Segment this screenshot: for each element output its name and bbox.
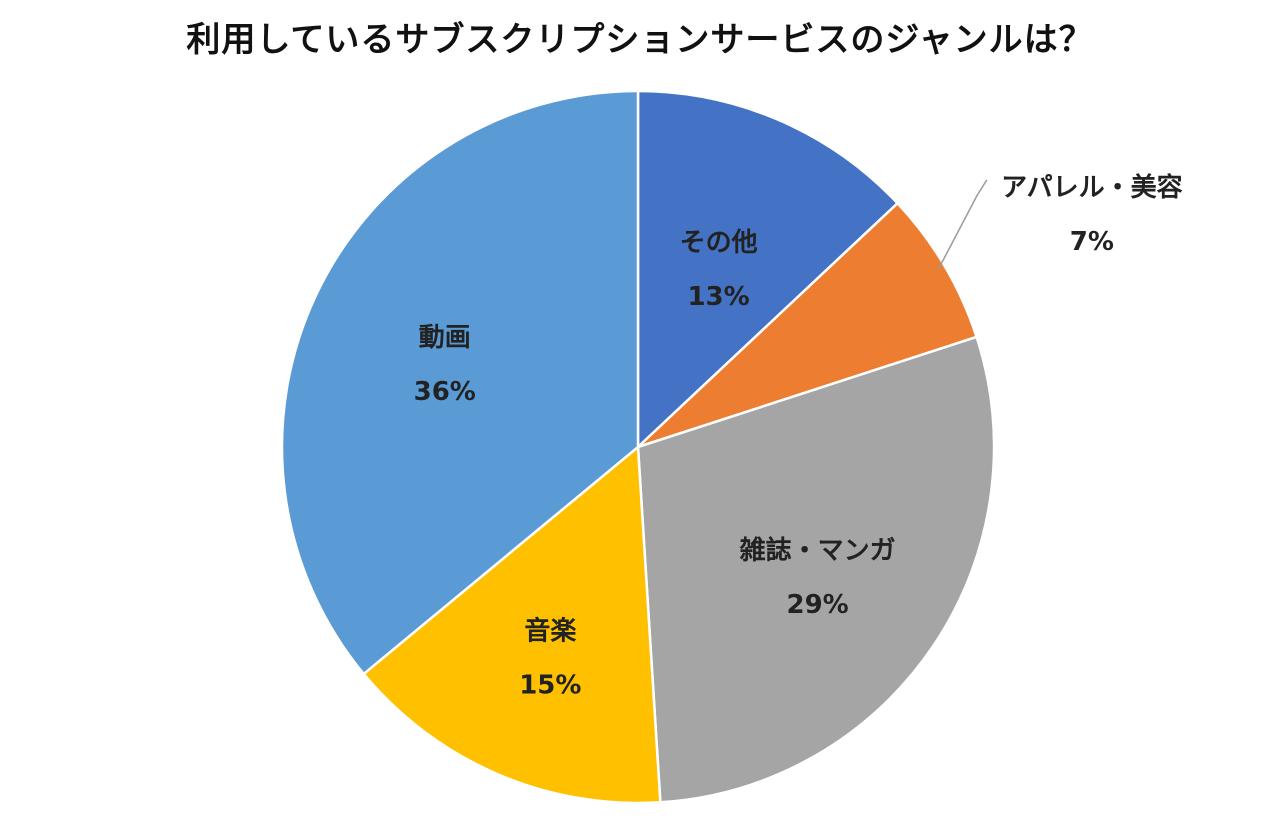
slice-label-1: その他 [680,228,758,258]
slice-value-5: 36% [414,377,476,407]
slice-label-4: 音楽 [524,616,577,647]
pie-slice-5 [280,89,640,676]
slice-value-4: 15% [519,671,581,701]
chart-title: 利用しているサブスクリプションサービスのジャンルは？ [186,20,1094,60]
pie-slice-2 [637,201,979,449]
slice-label-5: 動画 [419,323,471,353]
pie-slice-3 [636,335,996,804]
slice-value-2: 7% [1070,227,1114,257]
slice-label-3: 雑誌・マンガ [739,535,896,566]
slice-value-3: 29% [786,590,848,620]
slice-label-2: アパレル・美容 [1001,172,1182,203]
callout-leader-line [937,179,988,270]
pie-slice-1 [636,89,900,450]
slice-value-1: 13% [687,282,749,312]
pie-slice-4 [361,444,662,805]
